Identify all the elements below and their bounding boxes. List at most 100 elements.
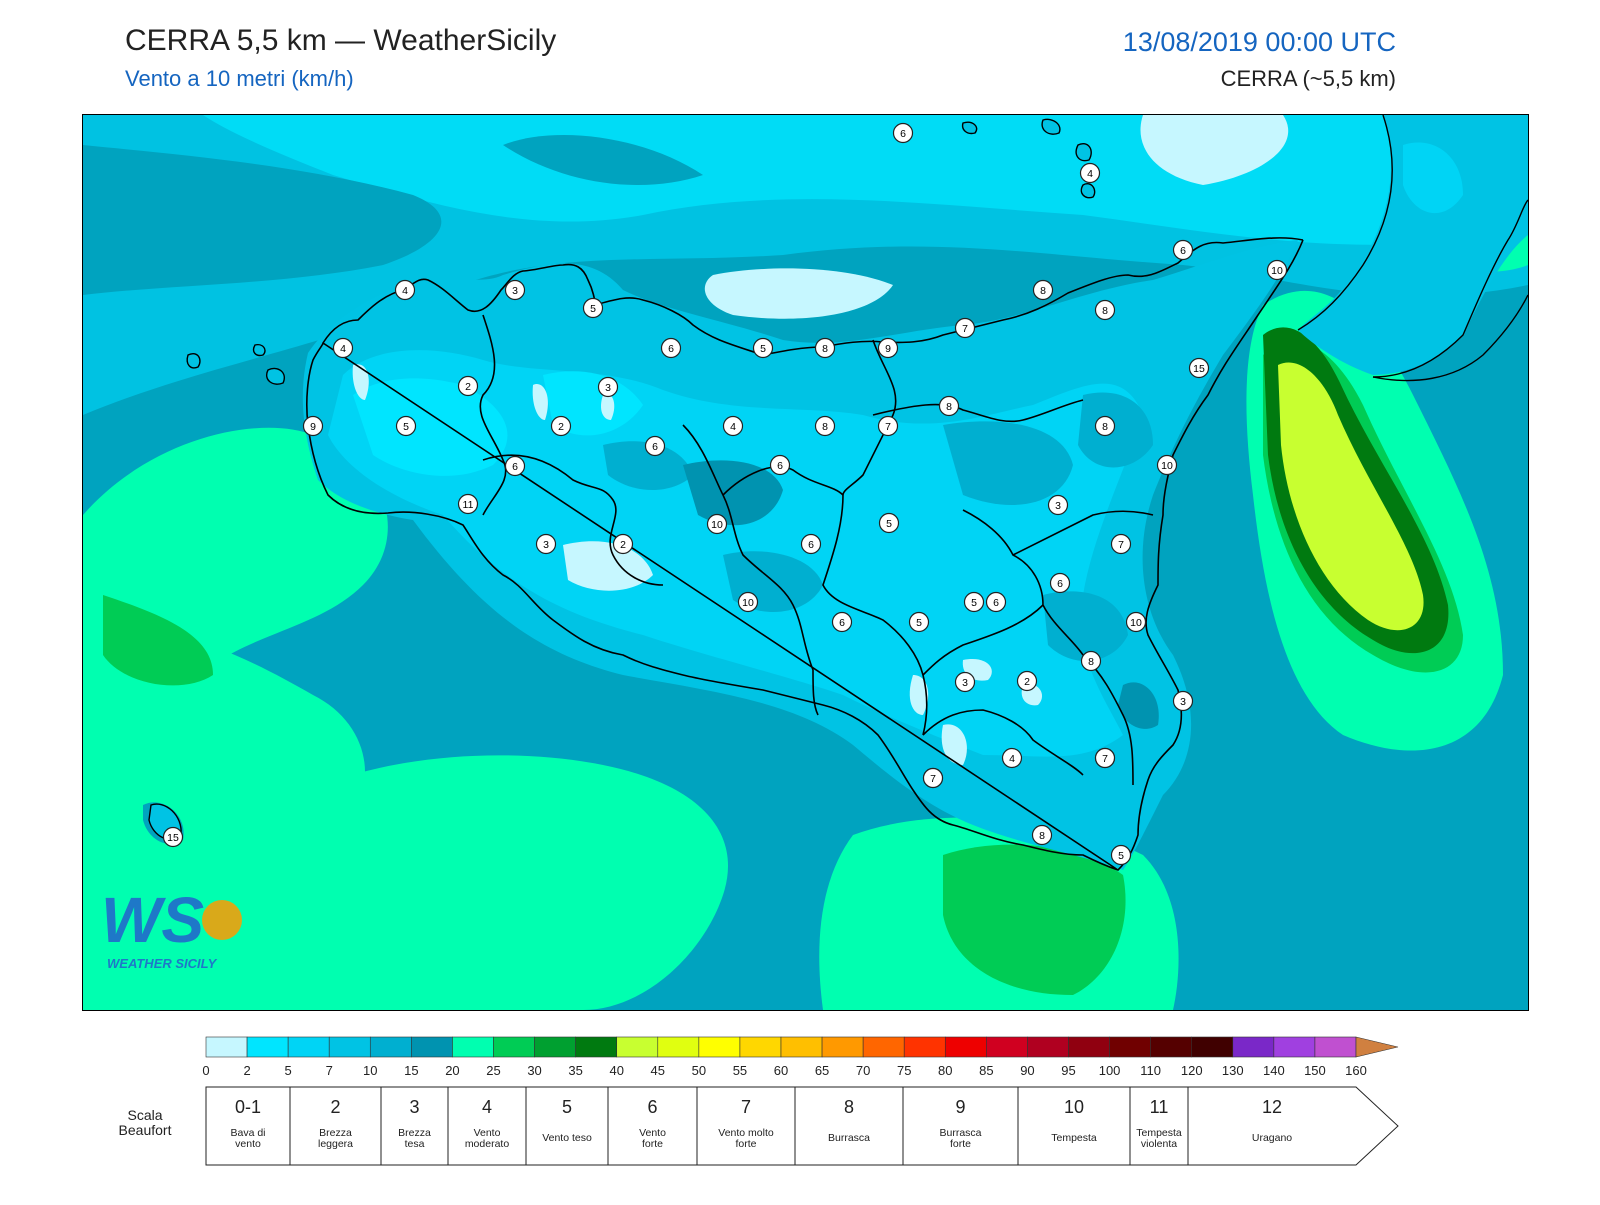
station-marker[interactable]: 7 (1094, 747, 1116, 769)
station-value: 5 (971, 597, 977, 609)
station-marker[interactable]: 4 (332, 337, 354, 359)
station-marker[interactable]: 5 (582, 297, 604, 319)
station-marker[interactable]: 6 (800, 533, 822, 555)
colorbar-tick-label: 55 (733, 1063, 747, 1078)
station-marker[interactable]: 7 (922, 767, 944, 789)
beaufort-name: Vento teso (542, 1132, 592, 1144)
station-value: 3 (1180, 696, 1186, 708)
station-marker[interactable]: 3 (954, 671, 976, 693)
station-marker[interactable]: 6 (831, 611, 853, 633)
station-value: 8 (1088, 656, 1094, 668)
station-marker[interactable]: 3 (597, 376, 619, 398)
station-marker[interactable]: 6 (985, 591, 1007, 613)
station-marker[interactable]: 2 (612, 533, 634, 555)
station-value: 8 (1040, 285, 1046, 297)
station-marker[interactable]: 15 (162, 826, 184, 848)
station-marker[interactable]: 2 (457, 375, 479, 397)
station-value: 7 (1102, 753, 1108, 765)
station-marker[interactable]: 6 (769, 454, 791, 476)
station-value: 5 (916, 617, 922, 629)
station-value: 6 (839, 617, 845, 629)
beaufort-name: Tempesta (1051, 1132, 1097, 1144)
station-marker[interactable]: 10 (737, 591, 759, 613)
station-marker[interactable]: 7 (954, 317, 976, 339)
station-value: 10 (742, 597, 754, 609)
station-value: 7 (930, 773, 936, 785)
colorbar-swatch (862, 1036, 905, 1058)
beaufort-name: Vento forte (639, 1127, 666, 1150)
station-marker[interactable]: 3 (1172, 690, 1194, 712)
colorbar-tick-label: 150 (1304, 1063, 1326, 1078)
map-subtitle: Vento a 10 metri (km/h) (125, 66, 354, 91)
station-marker[interactable]: 6 (660, 337, 682, 359)
station-marker[interactable]: 2 (1016, 670, 1038, 692)
station-marker[interactable]: 5 (878, 512, 900, 534)
station-marker[interactable]: 3 (1047, 494, 1069, 516)
station-marker[interactable]: 5 (752, 337, 774, 359)
station-marker[interactable]: 10 (1125, 611, 1147, 633)
station-marker[interactable]: 6 (1049, 572, 1071, 594)
station-marker[interactable]: 3 (535, 533, 557, 555)
station-value: 3 (962, 677, 968, 689)
station-marker[interactable]: 6 (504, 455, 526, 477)
beaufort-class: 8 Burrasca (794, 1086, 904, 1166)
station-marker[interactable]: 8 (814, 337, 836, 359)
colorbar-tick-label: 40 (609, 1063, 623, 1078)
colorbar-swatch (575, 1036, 618, 1058)
station-marker[interactable]: 5 (1110, 844, 1132, 866)
station-marker[interactable]: 6 (644, 435, 666, 457)
station-value: 2 (465, 381, 471, 393)
station-value: 2 (620, 539, 626, 551)
beaufort-number: 2 (330, 1097, 340, 1117)
beaufort-class: 10 Tempesta (1017, 1086, 1131, 1166)
colorbar-tick-label: 70 (856, 1063, 870, 1078)
beaufort-class: 12 Uragano (1187, 1086, 1399, 1166)
station-value: 10 (711, 519, 723, 531)
station-marker[interactable]: 4 (1001, 747, 1023, 769)
station-value: 5 (760, 343, 766, 355)
colorbar-swatch (246, 1036, 289, 1058)
beaufort-number: 10 (1064, 1097, 1084, 1117)
station-marker[interactable]: 11 (457, 493, 479, 515)
station-marker[interactable]: 9 (302, 415, 324, 437)
beaufort-class: 3 Brezza tesa (380, 1086, 449, 1166)
station-marker[interactable]: 2 (550, 415, 572, 437)
station-marker[interactable]: 15 (1188, 357, 1210, 379)
station-marker[interactable]: 8 (1094, 415, 1116, 437)
colorbar-swatch (657, 1036, 700, 1058)
station-marker[interactable]: 6 (1172, 239, 1194, 261)
colorbar-tick-label: 10 (363, 1063, 377, 1078)
station-marker[interactable]: 10 (1266, 259, 1288, 281)
station-value: 8 (822, 421, 828, 433)
station-marker[interactable]: 9 (877, 337, 899, 359)
wind-map[interactable]: 6 4 6 10 4 3 5 4 6 5 8 9 7 8 8 2 3 15 9 5 2 6 4 8 7 8 6 10 6 11 8 5 3 10 3… (82, 114, 1529, 1011)
station-value: 5 (590, 303, 596, 315)
station-marker[interactable]: 5 (963, 591, 985, 613)
colorbar-swatch (698, 1036, 741, 1058)
station-value: 9 (885, 343, 891, 355)
station-marker[interactable]: 10 (1156, 454, 1178, 476)
beaufort-number: 9 (955, 1097, 965, 1117)
station-marker[interactable]: 5 (908, 611, 930, 633)
station-marker[interactable]: 8 (1032, 279, 1054, 301)
colorbar-swatch (328, 1036, 371, 1058)
station-marker[interactable]: 4 (1079, 162, 1101, 184)
station-marker[interactable]: 4 (722, 415, 744, 437)
station-marker[interactable]: 7 (877, 415, 899, 437)
station-marker[interactable]: 10 (706, 513, 728, 535)
station-marker[interactable]: 8 (1031, 824, 1053, 846)
station-marker[interactable]: 4 (394, 279, 416, 301)
station-marker[interactable]: 5 (395, 415, 417, 437)
station-marker[interactable]: 8 (1094, 299, 1116, 321)
station-marker[interactable]: 6 (892, 122, 914, 144)
wind-legend: 0 2 5 7 10 15 20 25 30 35 40 45 50 55 60 65 70 75 80 85 90 95… (119, 1036, 1399, 1166)
station-marker[interactable]: 8 (814, 415, 836, 437)
colorbar-swatch (493, 1036, 535, 1058)
station-marker[interactable]: 3 (504, 279, 526, 301)
station-marker[interactable]: 7 (1110, 533, 1132, 555)
beaufort-number: 7 (741, 1097, 751, 1117)
station-value: 4 (340, 343, 346, 355)
station-marker[interactable]: 8 (1080, 650, 1102, 672)
station-marker[interactable]: 8 (938, 395, 960, 417)
station-value: 8 (1039, 830, 1045, 842)
